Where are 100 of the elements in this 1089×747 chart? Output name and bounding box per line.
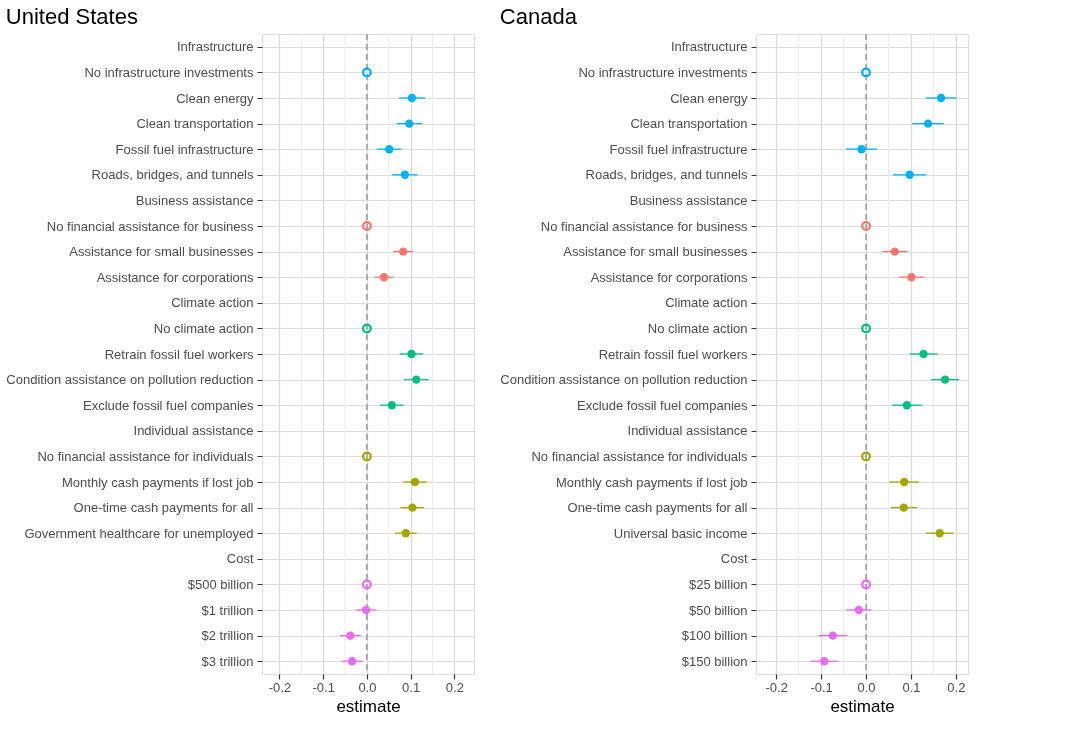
text: Canada <box>499 4 578 30</box>
point <box>854 605 864 615</box>
y-tick-label: Assistance for corporations <box>96 269 254 285</box>
y-tick-label: Roads, bridges, and tunnels <box>585 167 748 183</box>
y-tick-label: Assistance for small businesses <box>69 244 254 260</box>
point <box>412 375 421 384</box>
y-tick-label: $25 billion <box>688 576 748 592</box>
point <box>857 145 866 154</box>
x-tick-label: -0.1 <box>810 679 833 695</box>
y-tick-label: One-time cash payments for all <box>73 500 254 516</box>
y-tick-label: Retrain fossil fuel workers <box>104 346 254 362</box>
point <box>820 657 829 666</box>
y-tick-label: Clean transportation <box>630 116 748 132</box>
y-tick-label: Climate action <box>665 295 748 311</box>
y-tick-label: Cost <box>720 551 748 567</box>
point <box>935 529 944 538</box>
y-tick-label: Climate action <box>171 295 254 311</box>
point <box>361 323 372 334</box>
point <box>405 119 414 128</box>
x-axis-title: estimate <box>830 696 895 716</box>
y-tick-label: Retrain fossil fuel workers <box>598 346 748 362</box>
point <box>861 67 872 78</box>
point <box>940 375 950 384</box>
point <box>861 323 872 334</box>
point <box>890 247 899 256</box>
y-tick-label: $3 trillion <box>201 653 254 669</box>
point <box>902 401 912 410</box>
point <box>410 477 420 487</box>
point <box>828 631 837 640</box>
x-tick-label: 0.0 <box>857 679 876 695</box>
y-tick-label: Roads, bridges, and tunnels <box>91 167 254 183</box>
y-tick-label: Assistance for small businesses <box>563 244 748 260</box>
x-tick-label: -0.2 <box>268 679 292 695</box>
point <box>899 503 908 512</box>
y-tick-label: Individual assistance <box>627 423 748 439</box>
y-tick-label: Universal basic income <box>613 525 748 541</box>
y-tick-label: Business assistance <box>135 192 254 208</box>
y-tick-label: Monthly cash payments if lost job <box>62 474 254 490</box>
y-tick-label: One-time cash payments for all <box>567 500 748 516</box>
point <box>361 221 372 231</box>
y-tick-label: Monthly cash payments if lost job <box>556 474 748 490</box>
point <box>861 579 872 590</box>
y-tick-label: No financial assistance for business <box>46 218 254 234</box>
y-tick-label: Clean energy <box>670 90 748 106</box>
point <box>379 273 389 282</box>
point <box>919 349 928 359</box>
y-tick-label: Fossil fuel infrastructure <box>609 141 748 157</box>
y-tick-label: Cost <box>226 551 254 567</box>
text: United States <box>5 4 138 30</box>
point <box>385 145 394 154</box>
y-tick-label: Infrastructure <box>176 39 254 55</box>
point <box>346 631 355 640</box>
y-tick-label: Fossil fuel infrastructure <box>115 141 254 157</box>
point <box>861 221 872 231</box>
y-tick-label: Clean transportation <box>136 116 254 132</box>
y-tick-label: $100 billion <box>681 628 748 644</box>
x-tick-label: 0.1 <box>902 679 921 695</box>
x-tick-label: 0.0 <box>358 679 377 695</box>
y-tick-label: Exclude fossil fuel companies <box>576 397 748 413</box>
y-tick-label: No financial assistance for individuals <box>531 448 748 464</box>
point <box>361 451 372 462</box>
point <box>399 247 408 256</box>
x-tick-label: 0.2 <box>947 679 966 695</box>
x-tick-label: -0.2 <box>765 679 788 695</box>
point <box>936 93 946 103</box>
y-tick-label: No infrastructure investments <box>84 64 254 80</box>
y-tick-label: Government healthcare for unemployed <box>24 525 254 541</box>
x-tick-label: 0.2 <box>445 679 464 695</box>
point <box>905 170 914 179</box>
y-tick-label: $150 billion <box>681 653 748 669</box>
y-tick-label: No financial assistance for business <box>540 218 748 234</box>
point <box>361 605 371 615</box>
x-tick-label: -0.1 <box>312 679 335 695</box>
point <box>400 170 410 179</box>
point <box>407 349 416 359</box>
y-tick-label: Clean energy <box>176 90 254 106</box>
x-tick-label: 0.1 <box>402 679 421 695</box>
x-axis-title: estimate <box>336 696 401 716</box>
point <box>407 93 417 103</box>
y-tick-label: Condition assistance on pollution reduction <box>6 372 254 388</box>
point <box>861 451 872 462</box>
y-tick-label: No infrastructure investments <box>578 64 748 80</box>
y-tick-label: Business assistance <box>629 192 748 208</box>
point <box>923 119 933 128</box>
y-tick-label: Condition assistance on pollution reduction <box>500 372 748 388</box>
y-tick-label: No climate action <box>647 320 748 336</box>
point <box>347 657 357 666</box>
point <box>361 579 372 590</box>
y-tick-label: $1 trillion <box>201 602 254 618</box>
point <box>387 401 397 410</box>
point <box>361 67 372 78</box>
y-tick-label: Assistance for corporations <box>590 269 748 285</box>
y-tick-label: $500 billion <box>187 576 254 592</box>
point <box>907 273 916 282</box>
point <box>408 503 417 512</box>
y-tick-label: Individual assistance <box>133 423 254 439</box>
y-tick-label: Infrastructure <box>670 39 748 55</box>
y-tick-label: $50 billion <box>688 602 748 618</box>
point <box>900 477 909 487</box>
point <box>401 529 410 538</box>
